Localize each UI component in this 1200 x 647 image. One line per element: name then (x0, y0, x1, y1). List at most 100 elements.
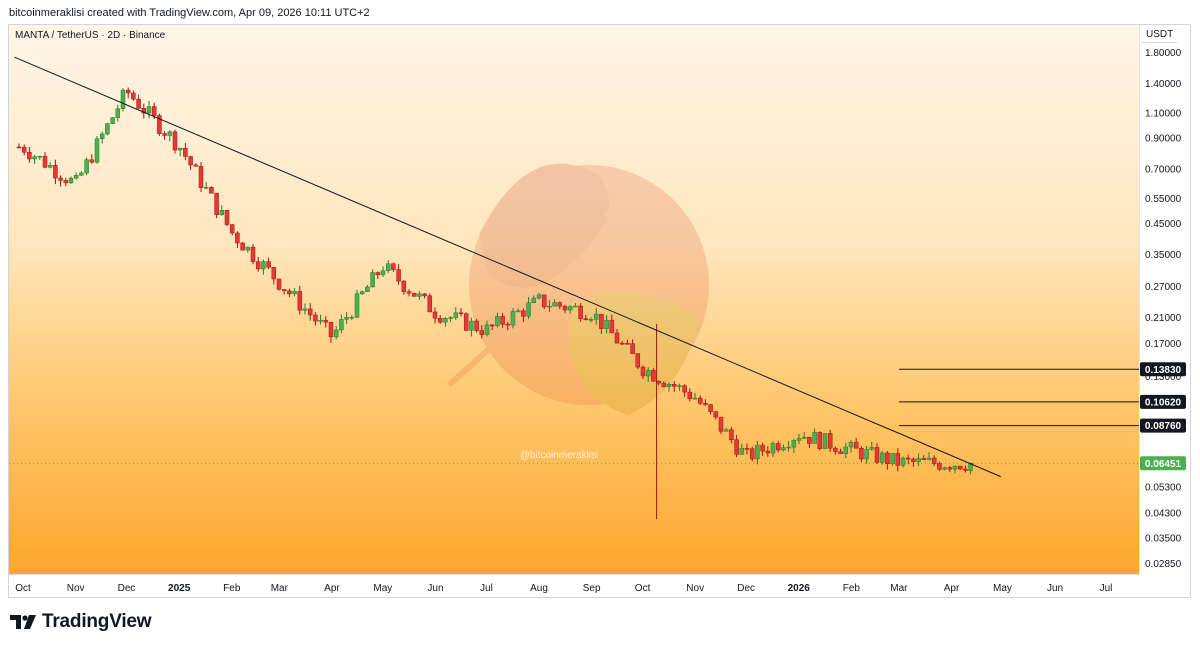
attribution-text: bitcoinmeraklisi created with TradingVie… (9, 7, 370, 19)
candle-body (869, 447, 875, 450)
candle-body (713, 411, 719, 418)
candle-body (573, 305, 578, 308)
candle-body (801, 436, 807, 439)
candle-body (729, 429, 734, 440)
candle-body (957, 465, 963, 470)
time-tick-label: Jun (1047, 583, 1063, 594)
candle-body (552, 302, 557, 307)
candle-body (541, 294, 547, 308)
candle-body (635, 353, 641, 368)
candle-body (172, 131, 178, 151)
candle-body (770, 443, 776, 454)
candle-body (755, 444, 760, 460)
candle-body (682, 385, 687, 393)
candle-body (333, 329, 339, 338)
candle-body (463, 313, 469, 331)
candle-body (619, 342, 625, 345)
candle-body (515, 310, 521, 313)
candle-body (276, 278, 282, 290)
candle-body (136, 98, 141, 109)
candle-body (765, 450, 771, 454)
price-tick-label: 0.13000 (1145, 372, 1182, 383)
time-tick-label: Apr (324, 583, 340, 594)
candle-body (266, 261, 271, 268)
candle-body (209, 187, 214, 194)
candle-body (318, 319, 323, 322)
time-tick-label: May (373, 583, 392, 594)
time-axis-labels: Oct Nov Dec 2025 Feb Mar Apr May Jun Jul Aug Sep Oct… (15, 583, 1112, 594)
time-axis[interactable] (9, 574, 1139, 597)
candle-body (723, 429, 729, 432)
candle-body (27, 152, 32, 160)
candle-body (443, 318, 448, 323)
candle-body (505, 323, 511, 326)
price-tick-label: 0.02850 (1145, 559, 1182, 570)
candle-body (952, 465, 958, 470)
candle-body (203, 187, 209, 189)
candle-body (890, 452, 895, 464)
candle-body (916, 458, 921, 462)
price-tick-label: 0.17000 (1145, 339, 1182, 350)
time-tick-label: Dec (118, 583, 136, 594)
candle-body (287, 290, 292, 295)
candle-body (588, 319, 594, 321)
price-tick-label: 0.04300 (1145, 508, 1182, 519)
candle-body (484, 324, 490, 335)
candle-body (37, 155, 43, 158)
candle-body (718, 416, 724, 432)
chart-svg: 1.80000 1.40000 1.10000 0.90000 0.70000 0.550… (9, 48, 1186, 594)
candle-body (614, 332, 620, 344)
time-tick-label: Mar (271, 583, 289, 594)
price-tick-label: 1.80000 (1145, 48, 1182, 59)
candle-body (131, 92, 136, 100)
price-tick-label: 0.35000 (1145, 250, 1182, 261)
candle-body (625, 343, 630, 345)
price-axis[interactable] (1139, 25, 1190, 574)
candle-body (453, 312, 459, 318)
candle-body (229, 224, 235, 234)
candle-body (604, 319, 609, 329)
candle-body (448, 317, 453, 319)
price-tick-label: 0.70000 (1145, 164, 1182, 175)
candle-body (344, 317, 349, 320)
candle-body (99, 133, 105, 140)
candle-body (677, 385, 682, 387)
trendline[interactable] (14, 56, 1001, 478)
price-tag-label: 0.08760 (1145, 421, 1182, 432)
time-tick-label: Mar (890, 583, 908, 594)
candle-body (53, 165, 58, 179)
candle-body (651, 370, 656, 382)
candle-body (157, 115, 162, 134)
candle-body (786, 446, 791, 449)
candle-body (105, 123, 110, 135)
candle-body (32, 156, 37, 160)
candle-body (167, 131, 173, 136)
candle-body (235, 232, 240, 244)
candle-body (427, 295, 433, 313)
candle-body (151, 106, 157, 116)
time-tick-label: 2025 (168, 583, 191, 594)
candle-body (281, 289, 287, 292)
symbol-title: MANTA / TetherUS · 2D · Binance (15, 30, 166, 41)
candle-body (110, 117, 115, 124)
price-tick-label: 0.55000 (1145, 194, 1182, 205)
candle-body (370, 272, 375, 288)
candle-body (458, 312, 464, 315)
candle-body (807, 436, 812, 444)
axis-corner (1139, 574, 1190, 597)
candle-body (359, 291, 365, 294)
currency-label[interactable]: USDT (1142, 29, 1178, 43)
price-axis-labels: 1.80000 1.40000 1.10000 0.90000 0.70000 0.550… (1145, 48, 1182, 570)
candle-body (583, 318, 589, 321)
candle-body (666, 383, 672, 387)
candle-body (827, 433, 833, 449)
candle-body (547, 305, 552, 308)
candle-body (89, 159, 95, 163)
time-tick-label: Jul (480, 583, 493, 594)
tradingview-logo-icon (10, 615, 36, 629)
candle-body (146, 106, 152, 114)
price-tick-label: 0.21000 (1145, 313, 1182, 324)
candle-body (297, 291, 303, 311)
candle-body (474, 320, 479, 331)
candle-body (822, 433, 828, 450)
